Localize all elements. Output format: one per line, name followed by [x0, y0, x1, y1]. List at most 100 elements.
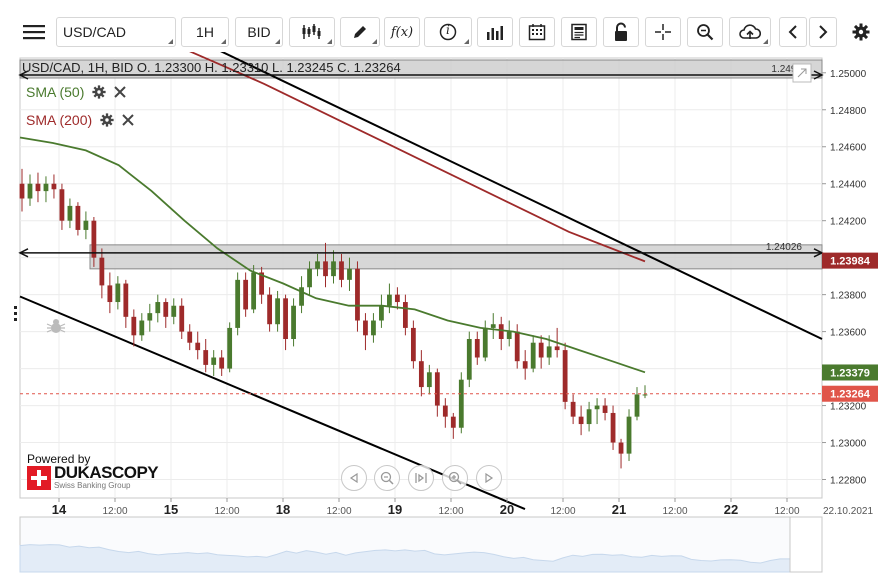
candle [275, 290, 280, 332]
chart-type-button[interactable] [289, 17, 335, 47]
crosshair-icon [655, 24, 671, 40]
close-icon[interactable] [114, 86, 127, 98]
candle [562, 342, 568, 410]
crosshair-button[interactable] [645, 17, 681, 47]
candle [363, 313, 368, 351]
pan-right-button[interactable] [476, 465, 502, 491]
candle-body [482, 327, 488, 358]
calendar-button[interactable] [519, 17, 555, 47]
info-button[interactable]: i [424, 17, 472, 47]
level-arrow-left [18, 248, 29, 258]
candle-body [466, 339, 472, 380]
candle [315, 253, 320, 277]
candle [474, 331, 480, 365]
scroll-forward-button[interactable] [809, 17, 837, 47]
candle [131, 309, 137, 347]
navigator-handle[interactable] [789, 516, 823, 573]
candle-body [291, 305, 296, 340]
settings-button[interactable] [848, 17, 874, 47]
candle-body [259, 272, 265, 295]
candle [75, 202, 81, 236]
zoom-in-icon [448, 471, 462, 485]
triangle-left-icon [349, 473, 358, 483]
candle [251, 265, 257, 314]
candle [426, 364, 432, 395]
sma-200-indicator[interactable]: SMA (200) [26, 112, 134, 128]
zoom-out-button[interactable] [374, 465, 400, 491]
candle-body [203, 350, 209, 365]
timeframe-selector[interactable]: 1H [181, 17, 229, 47]
menu-button[interactable] [18, 17, 50, 47]
pencil-icon [354, 26, 366, 38]
candle [59, 183, 65, 230]
chart-area[interactable]: 1.2491 1.24026 1.25000 1.24800 1.24600 1.244… [0, 16, 885, 577]
calendar-icon [528, 24, 546, 41]
brand-name: DUKASCOPY [54, 463, 159, 482]
zoom-icon [697, 24, 714, 41]
candle-body [91, 220, 97, 258]
candle [395, 287, 400, 310]
y-tick-label: 1.23800 [830, 291, 867, 302]
level-label: 1.24026 [766, 242, 803, 253]
candle-body [426, 372, 432, 388]
price-tag-label: 1.23379 [830, 367, 870, 379]
sma-50-indicator[interactable]: SMA (50) [26, 84, 127, 100]
candle [410, 320, 416, 369]
candle-body [131, 316, 137, 336]
candle-body [570, 401, 576, 417]
candle [347, 257, 352, 291]
x-tick-label: 12:00 [214, 506, 239, 517]
x-tick-label: 12:00 [550, 506, 575, 517]
drag-handle[interactable] [14, 306, 17, 321]
candle [355, 261, 360, 332]
candle-body [554, 346, 560, 351]
candle [227, 322, 233, 373]
news-button[interactable] [561, 17, 597, 47]
upper-trendline [149, 16, 823, 340]
candle-body [171, 305, 177, 317]
price-side-selector[interactable]: BID [235, 17, 283, 47]
draw-tool-button[interactable] [340, 17, 380, 47]
candle [618, 438, 624, 469]
candle [442, 398, 448, 428]
zoom-in-button[interactable] [442, 465, 468, 491]
candle [482, 320, 488, 362]
x-tick-label: 12:00 [102, 506, 127, 517]
scroll-back-button[interactable] [779, 17, 807, 47]
gear-icon [852, 23, 870, 41]
candle-body [410, 327, 416, 362]
cloud-upload-icon [739, 24, 761, 39]
candle [195, 331, 201, 360]
sma-200-line [149, 34, 646, 263]
candle-body [243, 279, 249, 310]
candle [506, 320, 512, 347]
price-chart[interactable]: 1.2491 1.24026 1.25000 1.24800 1.24600 1.244… [0, 16, 885, 577]
cloud-save-button[interactable] [729, 17, 771, 47]
candle-body [83, 220, 89, 230]
expand-icon [797, 68, 807, 78]
gear-icon[interactable] [92, 85, 106, 99]
symbol-selector[interactable]: USD/CAD [56, 17, 176, 47]
lock-button[interactable] [603, 17, 639, 47]
reset-view-button[interactable] [408, 465, 434, 491]
candle [187, 324, 193, 351]
zoom-button[interactable] [687, 17, 723, 47]
pan-left-button[interactable] [341, 465, 367, 491]
candle-body [546, 346, 552, 358]
price-side-label: BID [247, 24, 271, 40]
candle [299, 276, 304, 314]
bug-icon[interactable] [46, 319, 66, 333]
gear-icon[interactable] [100, 113, 114, 127]
candle-body [275, 298, 280, 325]
candle-body [474, 339, 480, 358]
candle-body [355, 268, 360, 321]
candle [115, 276, 121, 310]
info-icon [439, 23, 457, 41]
candle-body [442, 405, 448, 417]
indicators-button[interactable]: f(x) [384, 17, 420, 47]
close-icon[interactable] [122, 114, 134, 126]
volume-button[interactable] [477, 17, 513, 47]
sma-200-label: SMA (200) [26, 112, 93, 128]
level-label: 1.2491 [771, 64, 802, 75]
candle-body [578, 416, 584, 425]
